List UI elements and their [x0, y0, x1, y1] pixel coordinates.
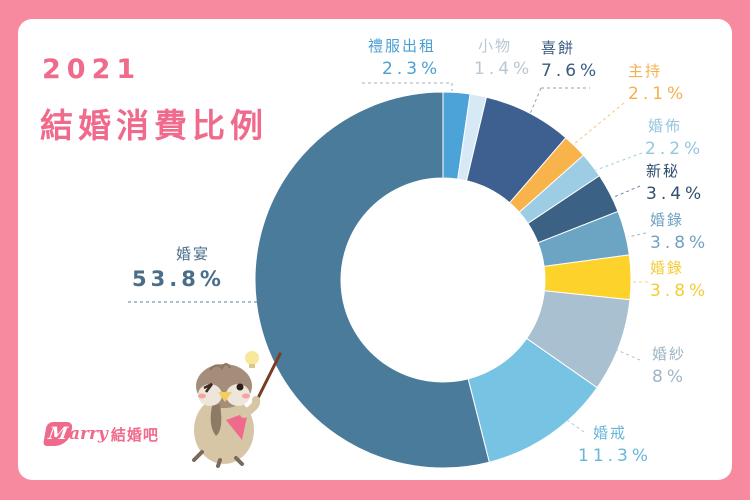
- lightbulb-icon: [245, 351, 259, 365]
- label-videography-2: 婚錄 3.8%: [650, 259, 710, 301]
- label-favors: 小物 1.4%: [474, 37, 534, 79]
- label-decoration: 婚佈 2.2%: [645, 117, 705, 159]
- bird-mascot-illustration: [192, 351, 282, 468]
- label-dress-rental: 禮服出租 2.3%: [368, 37, 442, 79]
- chart-title: 結婚消費比例: [40, 106, 268, 145]
- label-rings: 婚戒 11.3%: [578, 424, 653, 466]
- heart-flag-icon: [226, 412, 248, 440]
- logo-name: 結婚吧: [110, 425, 159, 444]
- label-makeup: 新秘 3.4%: [646, 162, 706, 204]
- leader-lines: [128, 82, 648, 433]
- donut-slices: [254, 91, 632, 469]
- title-year: 2021: [42, 54, 142, 85]
- marry-logo: M arry 結婚吧: [42, 420, 159, 448]
- label-banquet: 婚宴 53.8%: [132, 245, 225, 291]
- logo-script: arry: [69, 424, 108, 444]
- donut-slice-10: [254, 91, 490, 469]
- label-host: 主持 2.1%: [628, 62, 688, 104]
- label-wedding-dress: 婚紗 8%: [652, 345, 687, 387]
- label-videography-1: 婚錄 3.8%: [650, 211, 710, 253]
- label-wedding-cakes: 喜餅 7.6%: [541, 39, 601, 81]
